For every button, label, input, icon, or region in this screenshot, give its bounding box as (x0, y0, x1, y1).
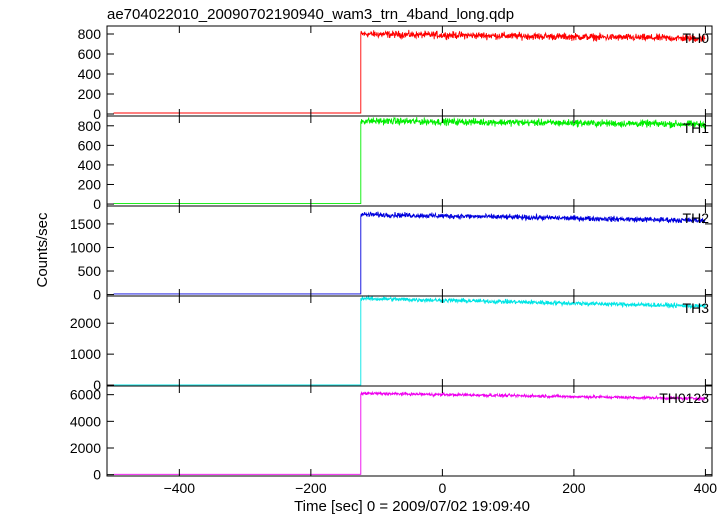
panels-group: 0 200 400 600 800 TH0 0 200 400 600 800 TH1 0 500 1000… (70, 25, 718, 496)
series-line-th2 (113, 211, 706, 295)
y-tick-label: 200 (78, 176, 102, 192)
series-line-th3 (113, 294, 706, 386)
y-tick-label: 2000 (70, 315, 101, 331)
y-tick-label: 1000 (70, 239, 101, 255)
panel-frame-th0 (106, 25, 713, 117)
y-tick-label: 4000 (70, 413, 101, 429)
panel-frame-th0123 (106, 385, 713, 477)
series-line-th0123 (113, 390, 706, 475)
y-tick-label: 200 (78, 86, 102, 102)
y-tick-label: 6000 (70, 387, 101, 403)
panel-label-th3: TH3 (683, 300, 710, 316)
x-tick-label: −400 (164, 480, 196, 496)
series-line-th0 (113, 29, 706, 114)
x-tick-label: −200 (295, 480, 327, 496)
y-tick-label: 400 (78, 66, 102, 82)
panel-frame-th1 (106, 115, 713, 207)
y-tick-label: 0 (93, 106, 101, 122)
x-tick-label: 400 (694, 480, 718, 496)
y-axis-label: Counts/sec (34, 212, 51, 288)
y-tick-label: 600 (78, 46, 102, 62)
y-tick-label: 1000 (70, 346, 101, 362)
x-tick-label: 200 (562, 480, 586, 496)
y-tick-label: 500 (78, 263, 102, 279)
chart-title: ae704022010_20090702190940_wam3_trn_4ban… (107, 6, 514, 23)
series-line-th1 (113, 116, 706, 205)
y-tick-label: 800 (78, 118, 102, 134)
panel-label-th2: TH2 (683, 210, 710, 226)
y-tick-label: 1500 (70, 216, 101, 232)
y-tick-label: 800 (78, 26, 102, 42)
panel-frame-th3 (106, 295, 713, 387)
panel-label-th0: TH0 (683, 30, 710, 46)
y-tick-label: 600 (78, 137, 102, 153)
y-tick-label: 0 (93, 467, 101, 483)
x-axis-label: Time [sec] 0 = 2009/07/02 19:09:40 (294, 498, 530, 515)
y-tick-label: 0 (93, 377, 101, 393)
x-tick-label: 0 (438, 480, 446, 496)
panel-label-th0123: TH0123 (659, 390, 709, 406)
y-tick-label: 400 (78, 157, 102, 173)
y-tick-label: 2000 (70, 440, 101, 456)
panel-label-th1: TH1 (683, 120, 710, 136)
y-tick-label: 0 (93, 287, 101, 303)
y-tick-label: 0 (93, 196, 101, 212)
